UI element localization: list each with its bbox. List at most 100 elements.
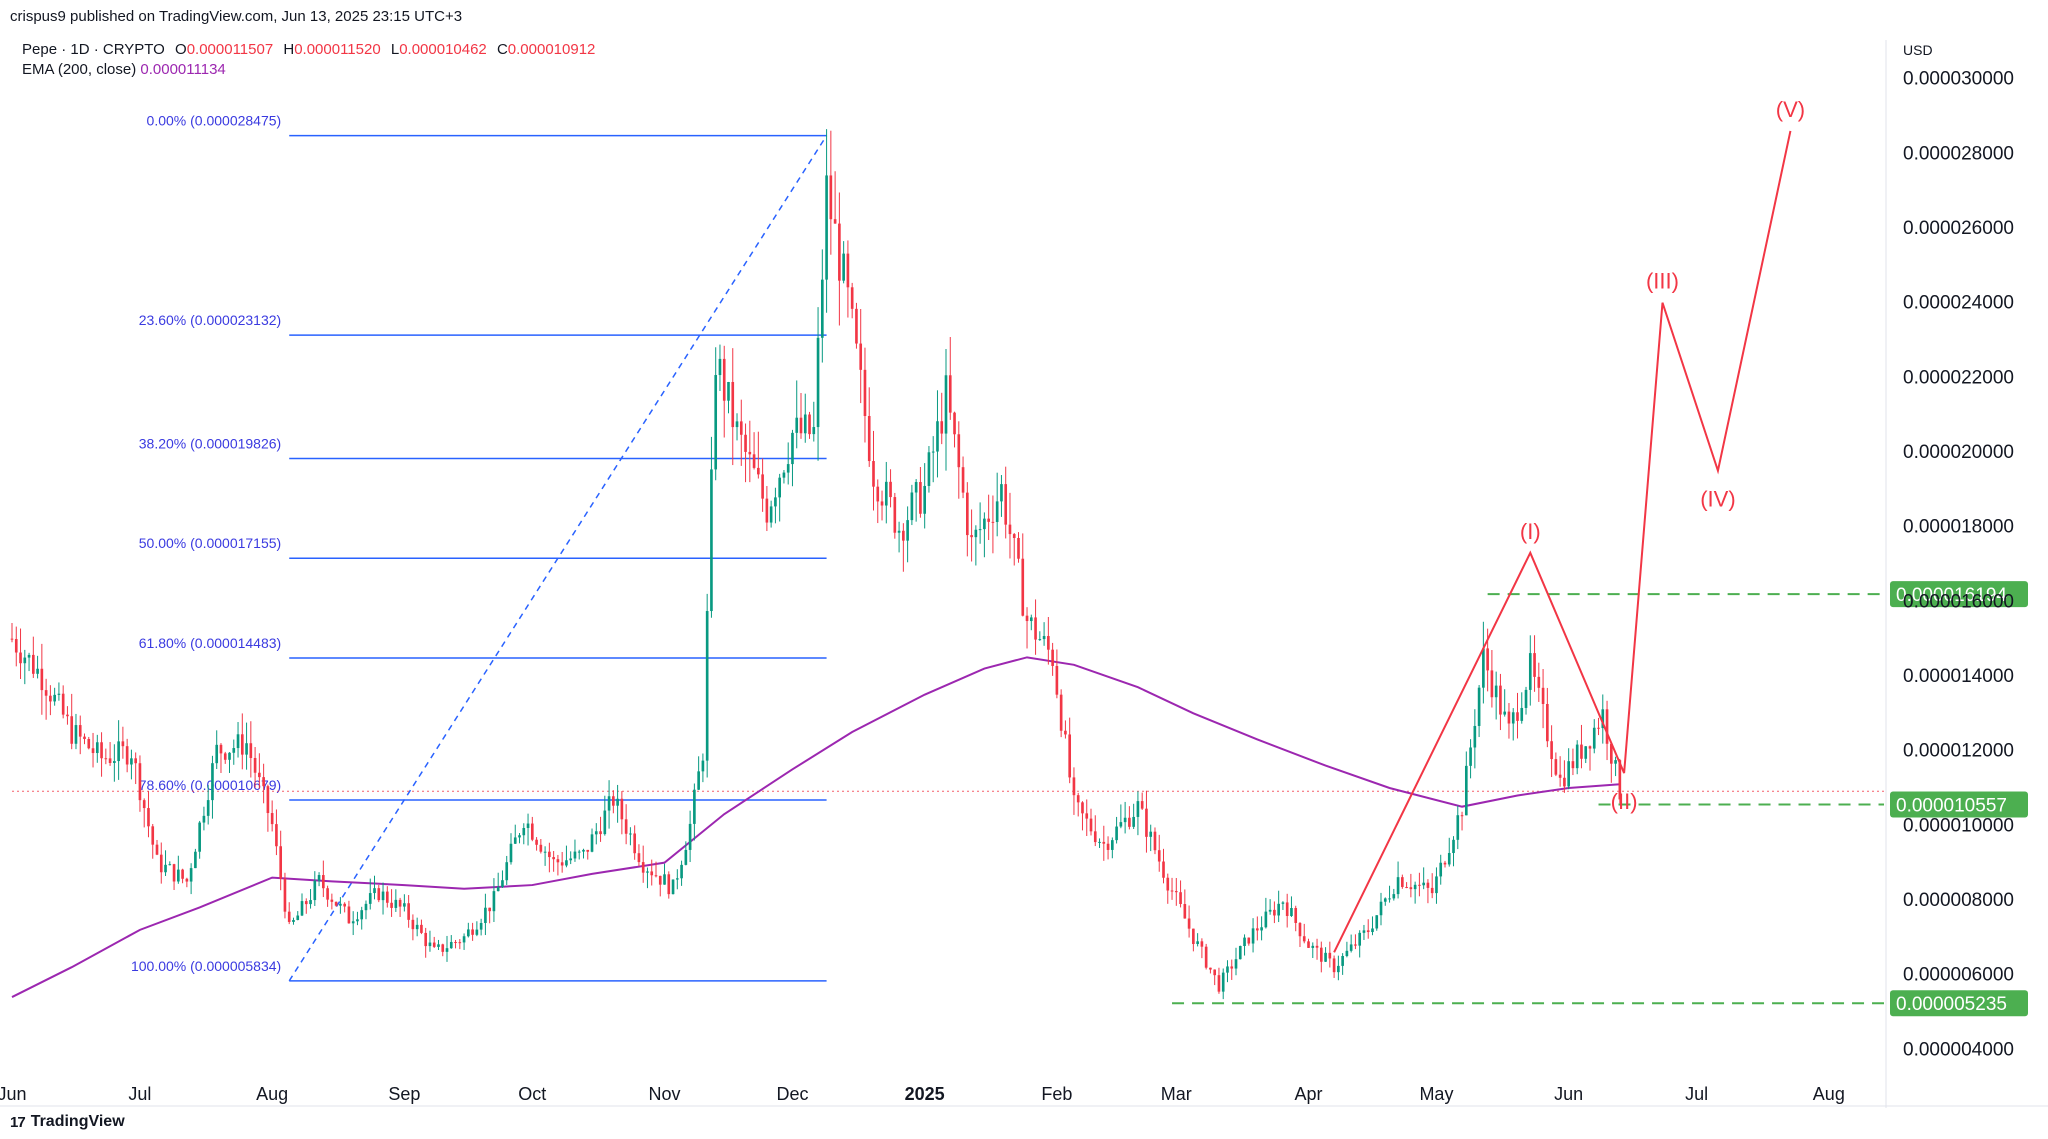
- candle-body: [910, 492, 914, 521]
- x-tick-label: Sep: [388, 1084, 420, 1104]
- x-axis[interactable]: Jun Jul Aug Sep Oct Nov Dec 2025 Feb Mar Apr May Jun…: [0, 1084, 2048, 1107]
- candle-body: [1511, 712, 1515, 724]
- candle-body: [1221, 972, 1225, 992]
- candle-body: [292, 920, 295, 922]
- tradingview-logo-icon: 17: [10, 1113, 26, 1131]
- y-tick-label: 0.000010000: [1903, 815, 2014, 836]
- candle-body: [1268, 909, 1272, 912]
- candle-body: [966, 492, 969, 536]
- candle-body: [1396, 877, 1400, 895]
- candle-body: [501, 880, 504, 887]
- candle-body: [1273, 909, 1276, 916]
- candle-body: [377, 888, 381, 901]
- candle-body: [462, 936, 466, 943]
- fib-level-label: 0.00% (0.000028475): [147, 113, 282, 129]
- candle-body: [1452, 839, 1455, 854]
- candle-body: [113, 761, 116, 763]
- candle-body: [1413, 884, 1417, 890]
- candle-body: [467, 929, 470, 937]
- symbol-label[interactable]: Pepe · 1D · CRYPTO: [22, 41, 165, 58]
- candle-body: [1281, 902, 1285, 904]
- candle-body: [752, 454, 756, 468]
- y-axis[interactable]: USD 0.000004000 0.000006000 0.000008000 0.00…: [1885, 40, 2014, 1108]
- candle-body: [1528, 653, 1532, 690]
- candle-body: [249, 743, 253, 758]
- candle-body: [641, 862, 645, 873]
- candle-body: [121, 741, 125, 747]
- close-label: C: [496, 41, 508, 58]
- candle-body: [1392, 894, 1396, 899]
- candle-body: [330, 899, 334, 902]
- candle-body: [842, 253, 845, 281]
- candle-body: [995, 501, 999, 523]
- open-value: 0.000011507: [186, 41, 274, 58]
- candle-body: [697, 771, 700, 790]
- candle-body: [1123, 817, 1127, 823]
- candle-body: [78, 725, 82, 737]
- candle-body: [53, 694, 56, 702]
- candle-body: [795, 417, 799, 433]
- candle-body: [1460, 815, 1464, 817]
- elliott-wave-label: (V): [1776, 97, 1805, 122]
- elliott-wave-label: (IV): [1700, 487, 1735, 512]
- candle-body: [1264, 911, 1268, 928]
- candle-body: [1153, 831, 1157, 851]
- candle-body: [825, 175, 828, 280]
- candle-body: [624, 819, 628, 834]
- candle-body: [1332, 958, 1336, 973]
- candle-body: [799, 417, 803, 434]
- candle-body: [1179, 892, 1182, 905]
- candle-body: [326, 888, 329, 900]
- candle-body: [509, 843, 513, 863]
- candle-body: [317, 875, 321, 881]
- candle-body: [1076, 795, 1080, 803]
- candle-body: [671, 879, 675, 895]
- candle-body: [1571, 761, 1575, 769]
- high-value: 0.000011520: [294, 41, 381, 58]
- candle-body: [914, 482, 918, 493]
- candle-body: [104, 758, 108, 760]
- candle-body: [1119, 822, 1123, 827]
- elliott-wave[interactable]: (I) (II) (III) (IV) (V): [1333, 97, 1805, 953]
- candle-body: [215, 744, 219, 764]
- candle-body: [761, 474, 764, 499]
- candle-body: [1251, 928, 1255, 944]
- candle-body: [1537, 676, 1541, 688]
- candle-body: [526, 823, 530, 828]
- candle-body: [134, 758, 138, 764]
- candle-body: [40, 668, 44, 691]
- candle-body: [953, 412, 956, 435]
- candle-body: [505, 862, 509, 881]
- close-value: 0.000010912: [507, 41, 596, 58]
- candle-body: [1490, 670, 1494, 698]
- tradingview-logo[interactable]: 17 TradingView: [10, 1113, 125, 1131]
- candle-body: [100, 742, 103, 759]
- fib-retracement[interactable]: 0.00% (0.000028475) 23.60% (0.000023132) 3…: [12, 113, 1886, 982]
- publish-attribution: crispus9 published on TradingView.com, J…: [10, 8, 463, 25]
- candle-body: [876, 486, 880, 502]
- candle-body: [569, 858, 573, 861]
- candle-body: [897, 530, 901, 533]
- ema-label[interactable]: EMA (200, close): [22, 61, 137, 78]
- ema-200-line: [11, 656, 1620, 998]
- candle-body: [1550, 741, 1553, 760]
- candle-body: [360, 910, 364, 920]
- candle-body: [1157, 850, 1161, 862]
- candle-body: [1541, 687, 1545, 704]
- candle-body: [654, 875, 658, 877]
- candle-body: [1012, 534, 1016, 538]
- candle-body: [1439, 862, 1443, 877]
- candle-body: [735, 421, 739, 428]
- candle-body: [347, 906, 351, 924]
- candle-body: [407, 903, 410, 920]
- candle-body: [1162, 861, 1165, 878]
- candle-body: [855, 308, 858, 344]
- candle-body: [219, 744, 223, 754]
- candle-body: [599, 831, 602, 835]
- candle-body: [1567, 761, 1570, 787]
- fib-level-label: 100.00% (0.000005834): [131, 958, 281, 974]
- horizontal-levels[interactable]: 0.000016194 0.000010557 0.000005235: [1172, 581, 2028, 1017]
- candle-body: [479, 922, 483, 930]
- high-label: H: [283, 41, 295, 58]
